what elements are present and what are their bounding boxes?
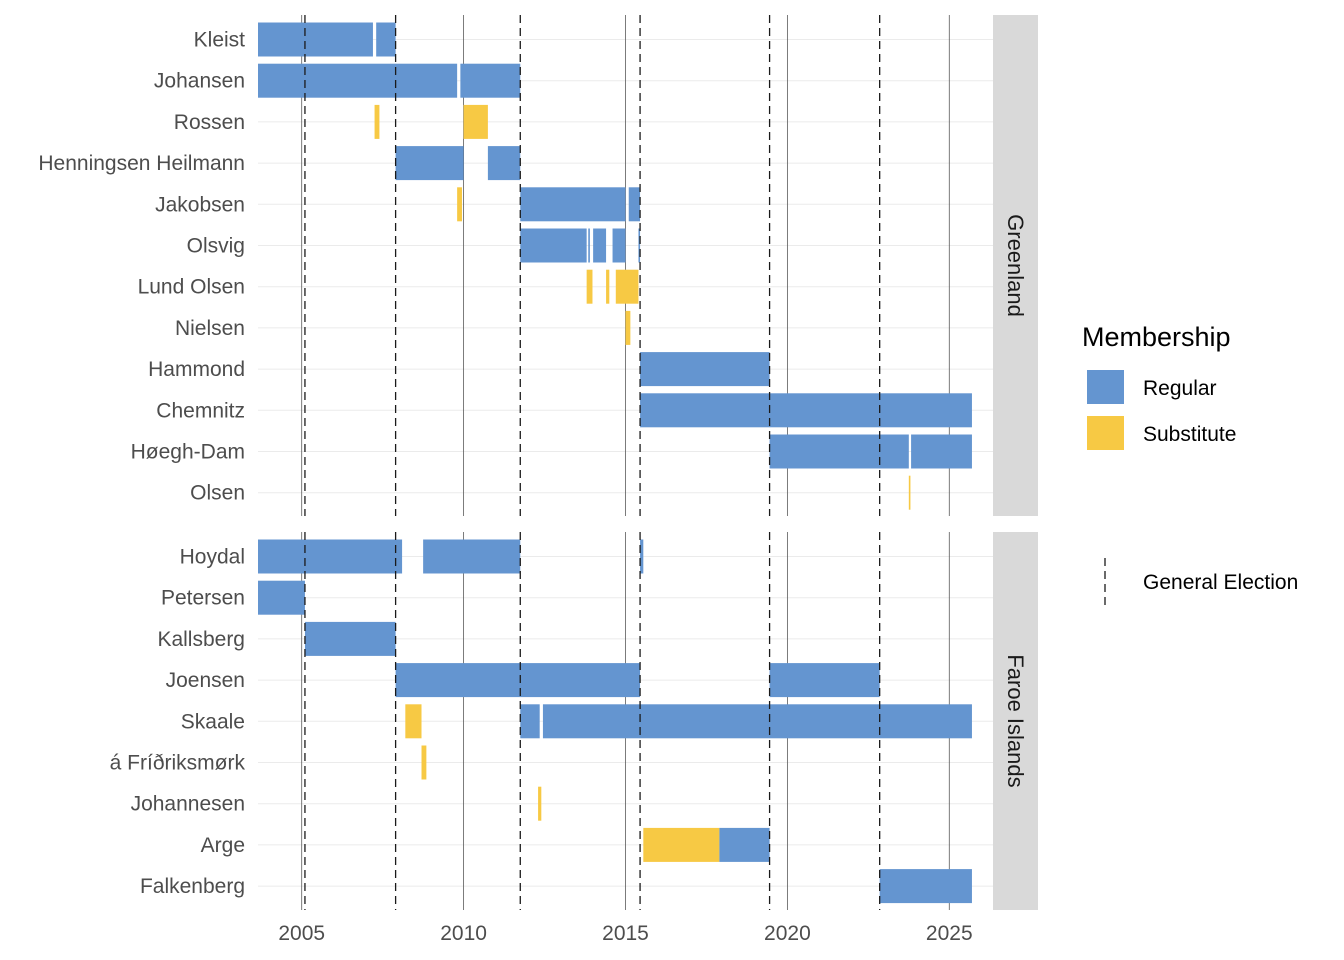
membership-bar bbox=[538, 786, 542, 821]
membership-bar bbox=[421, 745, 427, 780]
membership-bar bbox=[463, 104, 488, 139]
row-label: Henningsen Heilmann bbox=[38, 152, 245, 175]
membership-bar bbox=[586, 269, 593, 304]
membership-bar bbox=[520, 228, 587, 263]
membership-bar bbox=[643, 827, 720, 862]
membership-bar bbox=[638, 228, 641, 263]
membership-bar bbox=[520, 187, 626, 222]
membership-bar bbox=[593, 228, 607, 263]
membership-bar bbox=[640, 393, 972, 428]
legend-election-label: General Election bbox=[1143, 571, 1298, 594]
row-label: Petersen bbox=[161, 587, 245, 610]
x-axis: 2005 2010 2015 2020 2025 bbox=[278, 922, 972, 945]
x-tick-label: 2015 bbox=[602, 922, 649, 945]
row-label: Arge bbox=[201, 834, 245, 857]
membership-bar bbox=[911, 434, 972, 469]
membership-bar bbox=[460, 63, 521, 98]
facet-label: Greenland bbox=[1003, 214, 1028, 317]
membership-bar bbox=[405, 704, 422, 739]
membership-bar bbox=[457, 187, 462, 222]
membership-bar bbox=[395, 663, 641, 698]
membership-bar bbox=[258, 63, 458, 98]
legend: Membership Regular Substitute General Elect… bbox=[1082, 322, 1298, 606]
panel-0: Kleist Johansen Rossen Henningsen Heilmann J… bbox=[38, 15, 1038, 516]
row-label: Johannesen bbox=[131, 793, 245, 816]
row-label: Kallsberg bbox=[157, 628, 245, 651]
facet-strip bbox=[993, 532, 1038, 910]
membership-bar bbox=[258, 539, 403, 574]
membership-bar bbox=[628, 187, 641, 222]
membership-bar bbox=[423, 539, 521, 574]
row-label: Falkenberg bbox=[140, 875, 245, 898]
membership-bar bbox=[612, 228, 626, 263]
legend-swatch bbox=[1087, 416, 1124, 450]
membership-bar bbox=[879, 869, 972, 904]
membership-bar bbox=[908, 475, 911, 510]
membership-bar bbox=[374, 104, 380, 139]
membership-bar bbox=[376, 22, 396, 57]
row-label: Rossen bbox=[174, 111, 245, 134]
row-label: Kleist bbox=[194, 29, 246, 52]
membership-bar bbox=[640, 539, 644, 574]
facet-strip bbox=[993, 15, 1038, 516]
membership-bar bbox=[769, 434, 909, 469]
row-label: Høegh-Dam bbox=[131, 441, 245, 464]
membership-bar bbox=[542, 704, 972, 739]
panels-layer: Kleist Johansen Rossen Henningsen Heilmann J… bbox=[38, 15, 1038, 910]
x-tick-label: 2020 bbox=[764, 922, 811, 945]
membership-bar bbox=[520, 704, 540, 739]
row-label: Nielsen bbox=[175, 317, 245, 340]
legend-title: Membership bbox=[1082, 322, 1231, 352]
membership-bar bbox=[258, 580, 305, 615]
row-label: Olsen bbox=[190, 482, 245, 505]
membership-bar bbox=[769, 663, 880, 698]
membership-bar bbox=[395, 146, 464, 181]
x-tick-label: 2005 bbox=[278, 922, 325, 945]
row-label: Jakobsen bbox=[155, 193, 245, 216]
row-label: Johansen bbox=[154, 70, 245, 93]
row-label: á Fríðriksmørk bbox=[110, 752, 246, 775]
row-label: Hoydal bbox=[180, 546, 245, 569]
membership-bar bbox=[625, 310, 631, 345]
x-tick-label: 2010 bbox=[440, 922, 487, 945]
membership-bar bbox=[487, 146, 521, 181]
row-label: Olsvig bbox=[187, 235, 245, 258]
legend-label: Regular bbox=[1143, 377, 1217, 400]
membership-bar bbox=[615, 269, 639, 304]
membership-bar bbox=[719, 827, 770, 862]
row-label: Chemnitz bbox=[156, 399, 245, 422]
panel-1: Hoydal Petersen Kallsberg Joensen Skaale á Fr… bbox=[110, 532, 1038, 910]
membership-bar bbox=[258, 22, 373, 57]
row-label: Hammond bbox=[148, 358, 245, 381]
membership-bar bbox=[606, 269, 610, 304]
facet-label: Faroe Islands bbox=[1003, 654, 1028, 787]
row-label: Lund Olsen bbox=[138, 276, 245, 299]
x-tick-label: 2025 bbox=[926, 922, 973, 945]
membership-bar bbox=[640, 352, 770, 387]
row-label: Skaale bbox=[181, 710, 245, 733]
legend-swatch bbox=[1087, 370, 1124, 404]
membership-bar bbox=[588, 228, 590, 263]
legend-label: Substitute bbox=[1143, 423, 1236, 446]
membership-bar bbox=[304, 621, 396, 656]
row-label: Joensen bbox=[166, 669, 245, 692]
